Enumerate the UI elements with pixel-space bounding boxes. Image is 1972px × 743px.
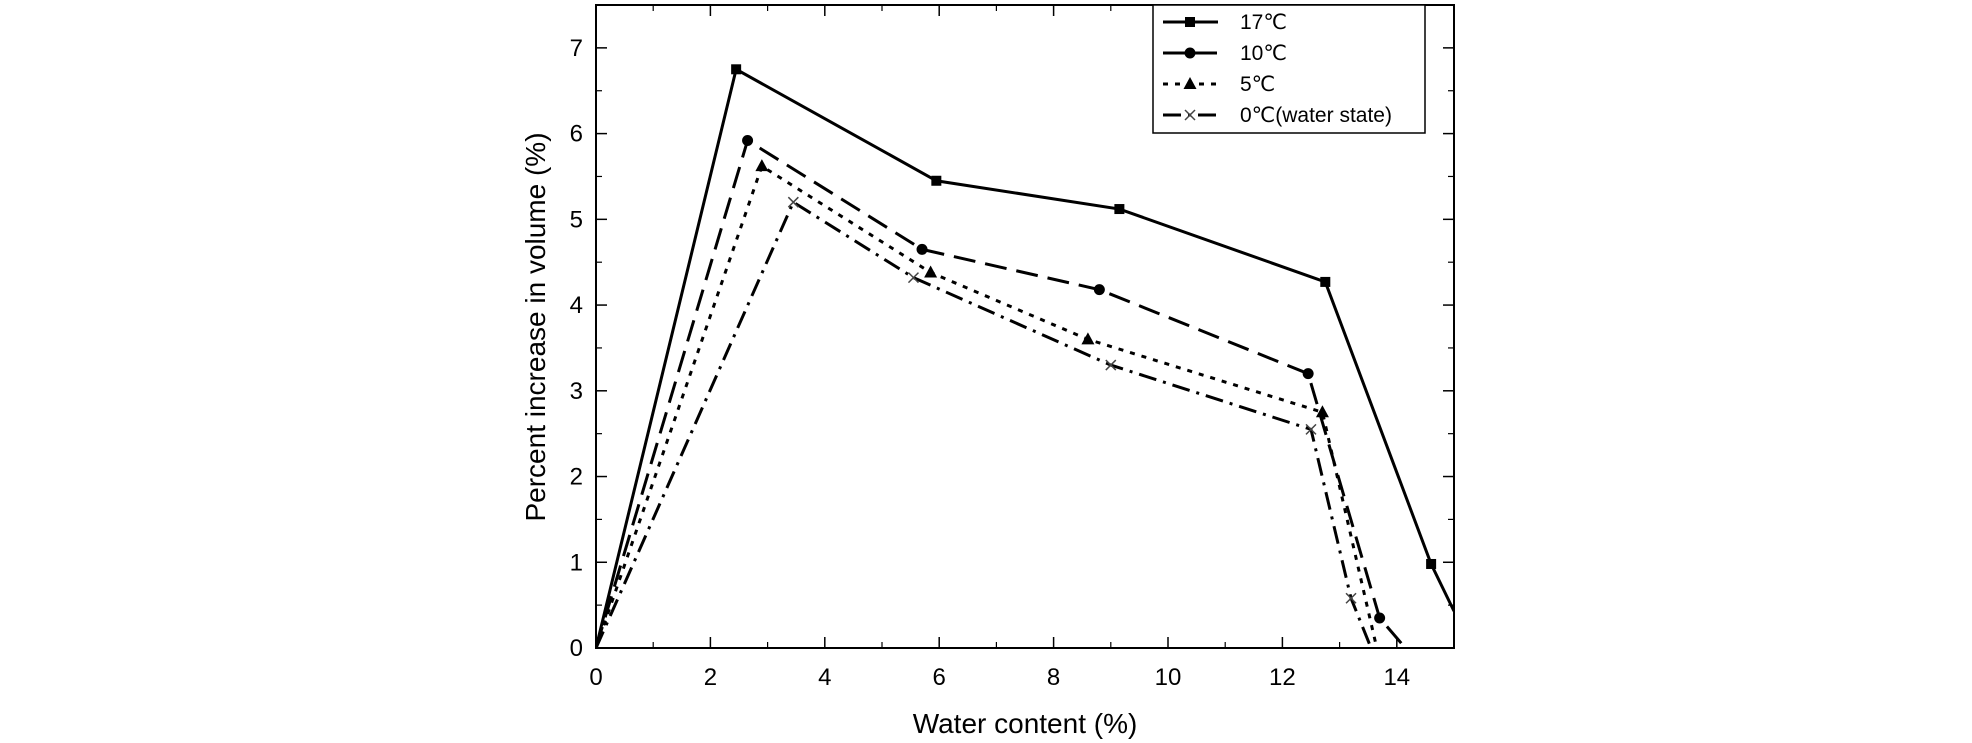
data-point <box>907 272 919 284</box>
legend-entry: 0℃(water state) <box>1163 104 1392 127</box>
data-point <box>1320 276 1331 287</box>
legend-marker-stroke <box>1184 109 1196 121</box>
x-tick-label: 8 <box>1047 664 1060 691</box>
data-point <box>1114 204 1125 215</box>
series-2 <box>596 134 1407 648</box>
data-point <box>916 243 928 255</box>
x-tick-label: 2 <box>704 664 717 691</box>
data-point <box>742 134 754 146</box>
legend-entry: 10℃ <box>1163 42 1287 65</box>
data-point <box>1305 423 1317 435</box>
x-axis-title: Water content (%) <box>913 708 1138 739</box>
y-axis-title: Percent increase in volume (%) <box>520 132 551 521</box>
plot-area-frame <box>595 4 1455 649</box>
x-tick-label: 6 <box>933 664 946 691</box>
legend-label: 17℃ <box>1240 11 1287 34</box>
data-point-stroke <box>1305 423 1317 435</box>
legend-entry: 5℃ <box>1163 73 1275 96</box>
data-point <box>1105 359 1117 371</box>
data-point-stroke <box>1345 592 1357 604</box>
data-point <box>1081 332 1095 345</box>
y-tick-label: 7 <box>570 35 583 62</box>
legend-entry: 17℃ <box>1163 11 1287 34</box>
data-point <box>1345 592 1357 604</box>
x-tick-label: 12 <box>1269 664 1296 691</box>
legend-label: 5℃ <box>1240 73 1275 96</box>
data-point <box>1093 284 1105 296</box>
data-series <box>596 64 1454 648</box>
data-point <box>755 159 769 172</box>
y-tick-label: 4 <box>570 292 583 319</box>
legend-marker <box>1184 109 1196 121</box>
series-line <box>596 138 1407 648</box>
y-tick-label: 6 <box>570 121 583 148</box>
data-point-stroke <box>787 196 799 208</box>
series-3 <box>596 159 1379 648</box>
legend-label: 0℃(water state) <box>1240 104 1392 127</box>
data-point <box>1426 558 1437 569</box>
data-point <box>1302 368 1314 380</box>
data-point <box>787 196 799 208</box>
y-tick-label: 0 <box>570 635 583 662</box>
y-tick-label: 1 <box>570 549 583 576</box>
legend-marker <box>1184 47 1196 59</box>
data-point-stroke <box>907 272 919 284</box>
x-tick-label: 10 <box>1155 664 1182 691</box>
y-tick-label: 3 <box>570 378 583 405</box>
data-point <box>731 64 742 75</box>
data-point <box>931 175 942 186</box>
x-tick-label: 0 <box>589 664 602 691</box>
legend-marker <box>1183 77 1197 89</box>
series-line <box>596 199 1373 648</box>
series-4 <box>596 196 1373 648</box>
legend-box <box>1152 4 1426 134</box>
series-line <box>596 163 1379 648</box>
legend-label: 10℃ <box>1240 42 1287 65</box>
y-tick-label: 5 <box>570 206 583 233</box>
x-tick-label: 14 <box>1383 664 1410 691</box>
legend: 17℃ 10℃ 5℃ 0℃(water state) <box>1152 4 1426 134</box>
legend-marker <box>1185 17 1195 27</box>
series-1 <box>596 64 1454 648</box>
y-tick-label: 2 <box>570 464 583 491</box>
x-tick-label: 4 <box>818 664 831 691</box>
data-point <box>1374 612 1386 624</box>
data-point-stroke <box>1105 359 1117 371</box>
data-point <box>924 265 938 278</box>
data-point <box>1315 405 1329 418</box>
